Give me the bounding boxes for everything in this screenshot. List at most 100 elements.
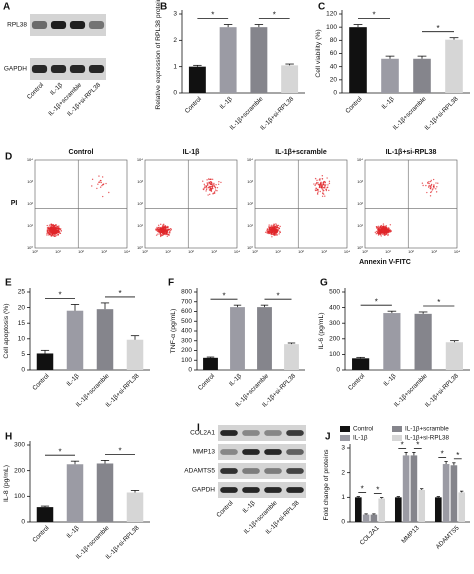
event-dot bbox=[167, 229, 170, 231]
event-dot bbox=[270, 233, 272, 236]
event-dot bbox=[275, 233, 277, 235]
event-dot bbox=[264, 231, 267, 233]
y-tick-label: 100 bbox=[329, 351, 340, 358]
panel-letter: A bbox=[3, 2, 10, 13]
legend-swatch bbox=[392, 426, 402, 432]
event-dot bbox=[47, 229, 50, 232]
event-dot bbox=[159, 229, 162, 231]
event-dot bbox=[54, 233, 56, 236]
error-bar bbox=[460, 490, 464, 493]
event-dot bbox=[380, 235, 382, 237]
event-dot bbox=[279, 225, 281, 228]
event-dot bbox=[209, 185, 212, 188]
event-dot bbox=[46, 234, 48, 236]
x-tick-label: 10⁴ bbox=[124, 249, 130, 254]
event-dot bbox=[50, 235, 52, 237]
event-dot bbox=[160, 234, 162, 237]
event-dot bbox=[164, 231, 166, 233]
y-tick-label: 10⁰ bbox=[247, 245, 253, 250]
event-dot bbox=[381, 232, 383, 234]
event-dot bbox=[271, 236, 273, 238]
significance-label: * bbox=[118, 289, 121, 298]
event-dot bbox=[433, 187, 435, 189]
bar bbox=[230, 307, 245, 370]
event-dot bbox=[202, 180, 204, 182]
lane-label: IL-1β bbox=[49, 81, 64, 96]
event-dot bbox=[206, 183, 209, 186]
event-dot bbox=[381, 227, 383, 230]
error-bar bbox=[449, 37, 459, 40]
event-dot bbox=[314, 184, 316, 187]
lane-label: Control bbox=[215, 500, 234, 519]
event-dot bbox=[213, 182, 215, 185]
event-dot bbox=[100, 181, 102, 184]
event-dot bbox=[273, 233, 275, 236]
significance-label: * bbox=[58, 447, 61, 456]
bar bbox=[281, 65, 299, 93]
event-dot bbox=[48, 224, 51, 226]
event-dot bbox=[205, 190, 207, 192]
event-dot bbox=[377, 230, 379, 232]
error-bar bbox=[254, 24, 264, 28]
event-dot bbox=[317, 191, 319, 193]
event-dot bbox=[315, 187, 317, 190]
event-dot bbox=[322, 186, 325, 189]
event-dot bbox=[271, 230, 273, 233]
event-dot bbox=[209, 189, 212, 192]
bar bbox=[394, 497, 402, 522]
event-dot bbox=[98, 175, 100, 177]
event-dot bbox=[276, 234, 279, 236]
event-dot bbox=[426, 191, 428, 194]
x-tick-label: IL-1β+scramble bbox=[392, 95, 428, 131]
y-tick-label: 60 bbox=[330, 50, 338, 57]
protein-label: GAPDH bbox=[192, 487, 215, 494]
blot-band bbox=[264, 430, 282, 436]
y-tick-label: 1 bbox=[173, 63, 177, 70]
blot-strip bbox=[218, 463, 306, 479]
y-tick-label: 10⁰ bbox=[27, 245, 33, 250]
significance-label: * bbox=[276, 291, 279, 300]
event-dot bbox=[266, 228, 269, 230]
event-dot bbox=[210, 178, 212, 180]
event-dot bbox=[381, 233, 384, 235]
event-dot bbox=[386, 232, 388, 234]
bar bbox=[126, 492, 144, 522]
y-tick-label: 600 bbox=[181, 308, 192, 315]
legend-label: IL-1β+scramble bbox=[405, 426, 449, 433]
event-dot bbox=[170, 228, 172, 231]
event-dot bbox=[279, 230, 281, 233]
event-dot bbox=[387, 227, 389, 229]
y-tick-label: 0 bbox=[333, 90, 337, 97]
event-dot bbox=[279, 231, 281, 234]
event-dot bbox=[433, 184, 435, 186]
y-tick-label: 10³ bbox=[137, 179, 143, 184]
y-tick-label: 200 bbox=[329, 336, 340, 343]
y-axis-label: PI bbox=[11, 200, 18, 207]
event-dot bbox=[155, 234, 158, 236]
flow-frame bbox=[254, 159, 348, 249]
error-bar bbox=[417, 55, 427, 59]
y-tick-label: 5 bbox=[21, 351, 25, 358]
event-dot bbox=[319, 190, 321, 193]
y-tick-label: 10⁰ bbox=[137, 245, 143, 250]
bar bbox=[418, 489, 426, 522]
lane-label: IL-1β+si-RPL38 bbox=[66, 81, 102, 117]
event-dot bbox=[161, 231, 164, 233]
significance-label: * bbox=[273, 11, 276, 20]
event-dot bbox=[428, 180, 430, 183]
event-dot bbox=[269, 226, 271, 228]
event-dot bbox=[428, 182, 430, 185]
y-axis-label: IL-6 (pg/mL) bbox=[318, 312, 325, 349]
event-dot bbox=[51, 233, 54, 236]
blot-band bbox=[220, 487, 238, 493]
event-dot bbox=[203, 188, 205, 191]
x-tick-label: 10³ bbox=[431, 249, 437, 254]
y-tick-label: 1 bbox=[341, 494, 345, 501]
legend-label: IL-1β bbox=[353, 435, 368, 442]
event-dot bbox=[215, 184, 217, 186]
event-dot bbox=[163, 223, 165, 226]
event-dot bbox=[53, 227, 56, 229]
event-dot bbox=[46, 232, 48, 235]
blot-band bbox=[69, 65, 86, 73]
y-tick-label: 25 bbox=[18, 289, 26, 296]
